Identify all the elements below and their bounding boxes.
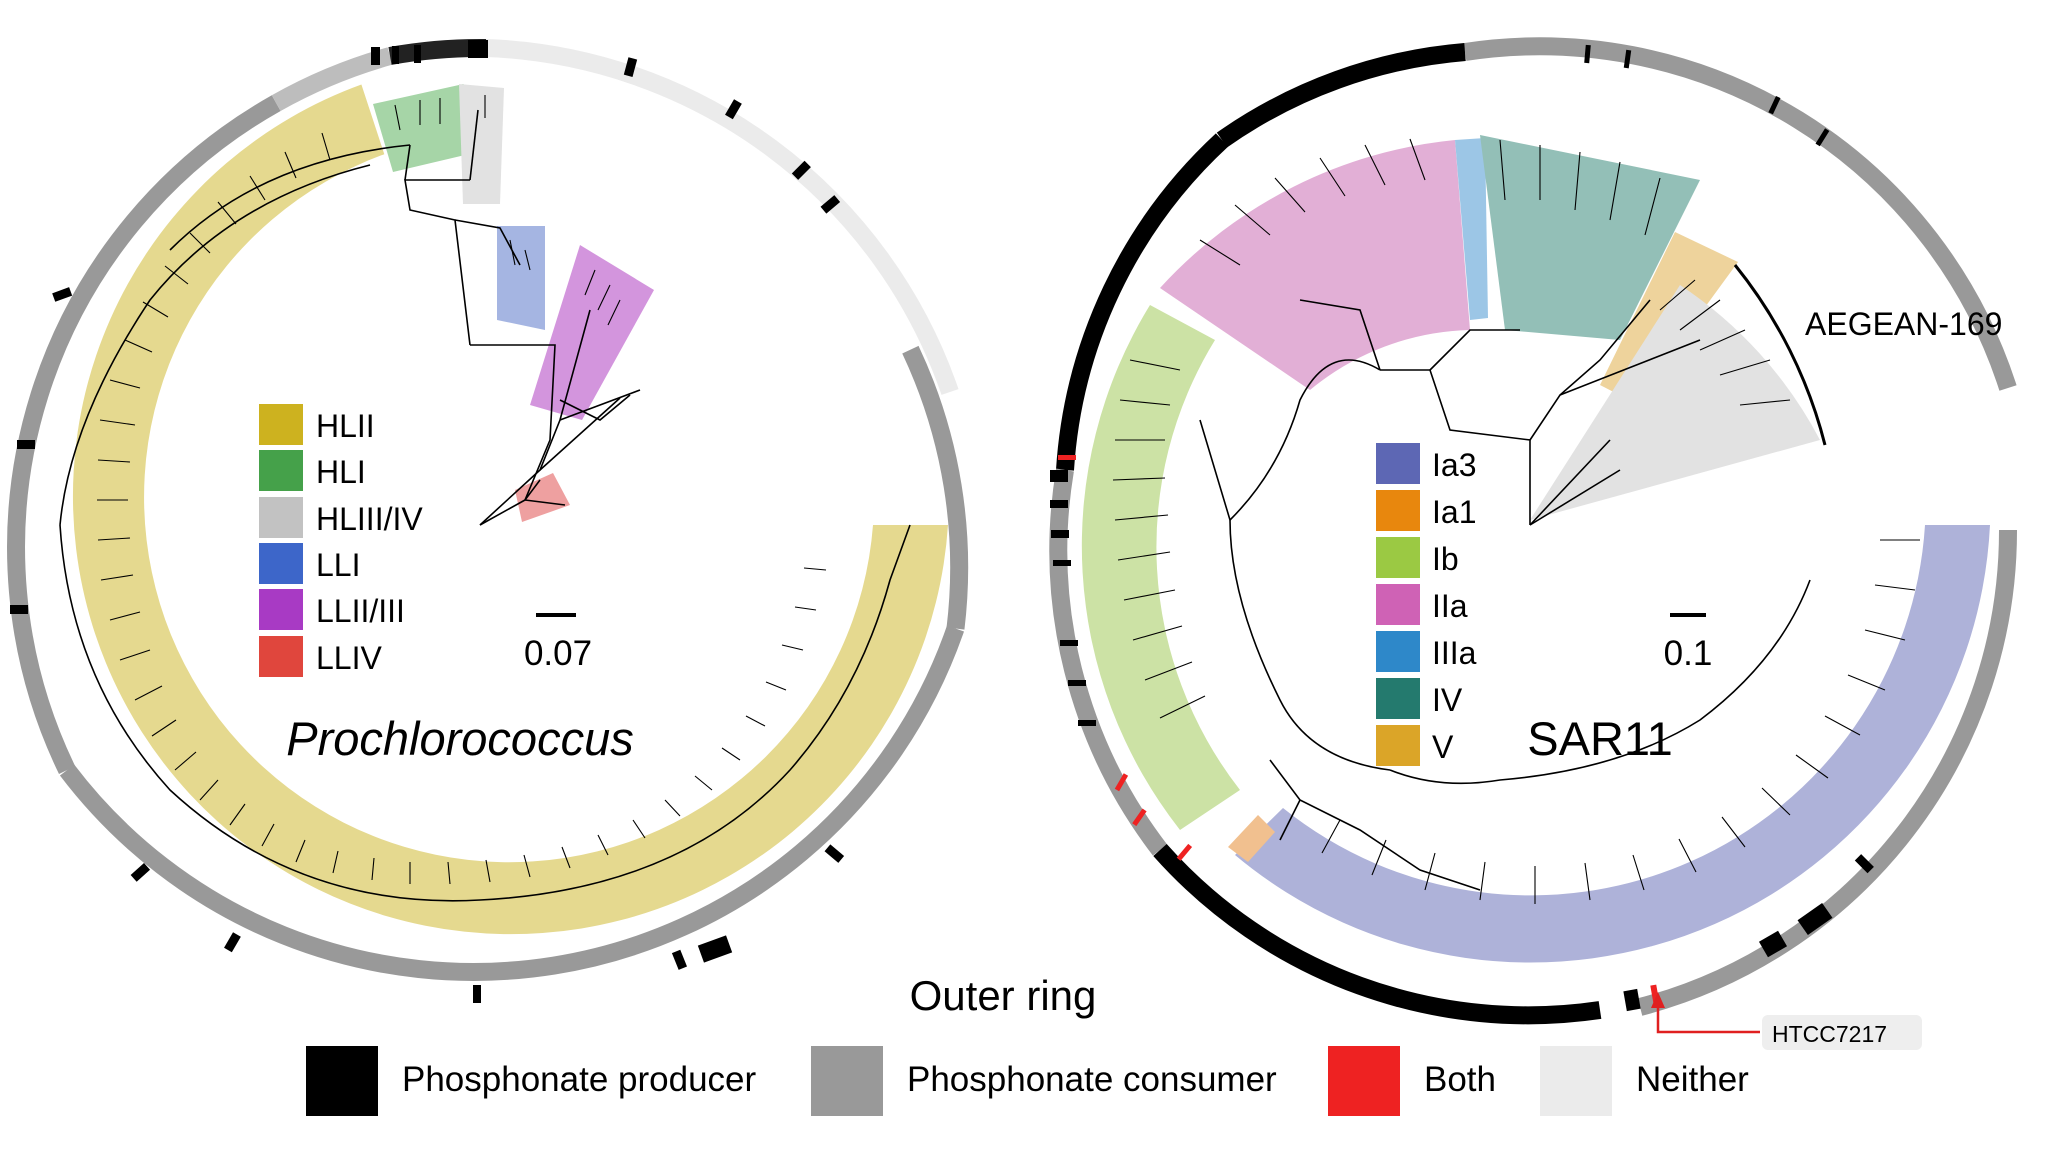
legend-item-ia3: Ia3 (1376, 443, 1476, 484)
prochlorococcus-tree (59, 109, 911, 902)
legend-item-lliv: LLIV (259, 636, 382, 677)
prochlorococcus-legend: HLII HLI HLIII/IV LLI LLII/III LLIV (259, 404, 423, 677)
outer-ring-swatch (1540, 1046, 1612, 1116)
legend-item-hliii: HLIII/IV (259, 497, 423, 538)
legend-item-hli: HLI (259, 450, 366, 491)
clade-wedge-iiia (1455, 138, 1488, 320)
legend-swatch (259, 636, 303, 677)
prochlorococcus-leaves (97, 95, 827, 885)
legend-label: Ia1 (1432, 494, 1476, 530)
clade-wedge-iv (1480, 135, 1700, 340)
legend-label: Ia3 (1432, 447, 1476, 483)
aegean-label: AEGEAN-169 (1805, 306, 2002, 342)
legend-item-ib: Ib (1376, 537, 1459, 578)
legend-swatch (259, 589, 303, 630)
prochlorococcus-outer-ring (7, 38, 969, 981)
legend-label: Ib (1432, 541, 1459, 577)
outer-ring-swatch (306, 1046, 378, 1116)
clade-wedge-ia1 (1228, 815, 1275, 862)
legend-swatch (259, 404, 303, 445)
sar11-scale-label: 0.1 (1664, 634, 1713, 673)
sar11-panel: AEGEAN-169 Ia3 Ia1 Ib IIa IIIa (1049, 37, 2018, 1050)
legend-item-iia: IIa (1376, 584, 1468, 625)
legend-item-iv: IV (1376, 678, 1463, 719)
outer-ring-label: Both (1424, 1060, 1496, 1099)
prochlorococcus-scale-label: 0.07 (524, 634, 592, 673)
legend-item-v: V (1376, 725, 1454, 766)
legend-label: V (1432, 729, 1454, 765)
clade-wedge-ib (1081, 305, 1240, 830)
legend-swatch (259, 543, 303, 584)
legend-swatch (1376, 678, 1420, 719)
clade-wedge-lli (497, 226, 545, 330)
outer-ring-item-consumer: Phosphonate consumer (811, 1046, 1277, 1116)
legend-swatch (1376, 537, 1420, 578)
outer-ring-item-neither: Neither (1540, 1046, 1749, 1116)
legend-label: IV (1432, 682, 1463, 718)
prochlorococcus-panel: HLII HLI HLIII/IV LLI LLII/III LLIV (7, 38, 969, 1003)
prochlorococcus-ring-ticks (10, 40, 845, 1003)
legend-swatch (1376, 443, 1420, 484)
sar11-ring-ticks (1050, 44, 1874, 1012)
clade-wedge-hli (373, 84, 474, 172)
legend-item-hlii: HLII (259, 404, 375, 445)
legend-item-llii: LLII/III (259, 589, 405, 630)
outer-ring-swatch (1328, 1046, 1400, 1116)
outer-ring-label: Neither (1636, 1060, 1749, 1099)
legend-label: LLIV (316, 640, 382, 676)
legend-label: LLII/III (316, 593, 405, 629)
clade-wedge-llii (530, 245, 654, 420)
sar11-leaves (1112, 138, 1920, 904)
legend-label: IIa (1432, 588, 1468, 624)
htcc-callout-box (1762, 1015, 1922, 1050)
legend-label: LLI (316, 547, 360, 583)
outer-ring-legend-title: Outer ring (910, 972, 1097, 1019)
htcc-callout-arrow (1651, 992, 1665, 1008)
sar11-tree (1199, 299, 1811, 891)
outer-ring-item-producer: Phosphonate producer (306, 1046, 756, 1116)
aegean-bracket (1733, 264, 1827, 446)
legend-item-ia1: Ia1 (1376, 490, 1476, 531)
clade-wedge-hlii (72, 84, 948, 935)
legend-label: HLIII/IV (316, 501, 423, 537)
legend-swatch (259, 497, 303, 538)
legend-label: HLI (316, 454, 366, 490)
outer-ring-legend: Outer ring Phosphonate producer Phosphon… (306, 972, 1749, 1116)
outer-ring-item-both: Both (1328, 1046, 1496, 1116)
prochlorococcus-title: Prochlorococcus (286, 712, 633, 765)
legend-item-lli: LLI (259, 543, 360, 584)
legend-swatch (1376, 490, 1420, 531)
legend-label: IIIa (1432, 635, 1477, 671)
clade-wedge-hliii (459, 84, 504, 204)
htcc-callout-label: HTCC7217 (1772, 1021, 1887, 1047)
clade-wedge-ia3 (1235, 525, 1990, 963)
sar11-legend: Ia3 Ia1 Ib IIa IIIa IV (1376, 443, 1477, 766)
legend-swatch (1376, 725, 1420, 766)
outer-ring-swatch (811, 1046, 883, 1116)
outer-ring-label: Phosphonate producer (402, 1060, 756, 1099)
clade-wedge-aegean (1530, 285, 1820, 520)
legend-label: HLII (316, 408, 375, 444)
legend-swatch (259, 450, 303, 491)
legend-swatch (1376, 584, 1420, 625)
sar11-title: SAR11 (1527, 712, 1672, 765)
outer-ring-label: Phosphonate consumer (907, 1060, 1277, 1099)
clade-wedge-iia (1160, 140, 1470, 390)
legend-swatch (1376, 631, 1420, 672)
clade-wedge-lliv (515, 473, 570, 522)
legend-item-iiia: IIIa (1376, 631, 1477, 672)
sar11-outer-ring (1049, 37, 2018, 1025)
